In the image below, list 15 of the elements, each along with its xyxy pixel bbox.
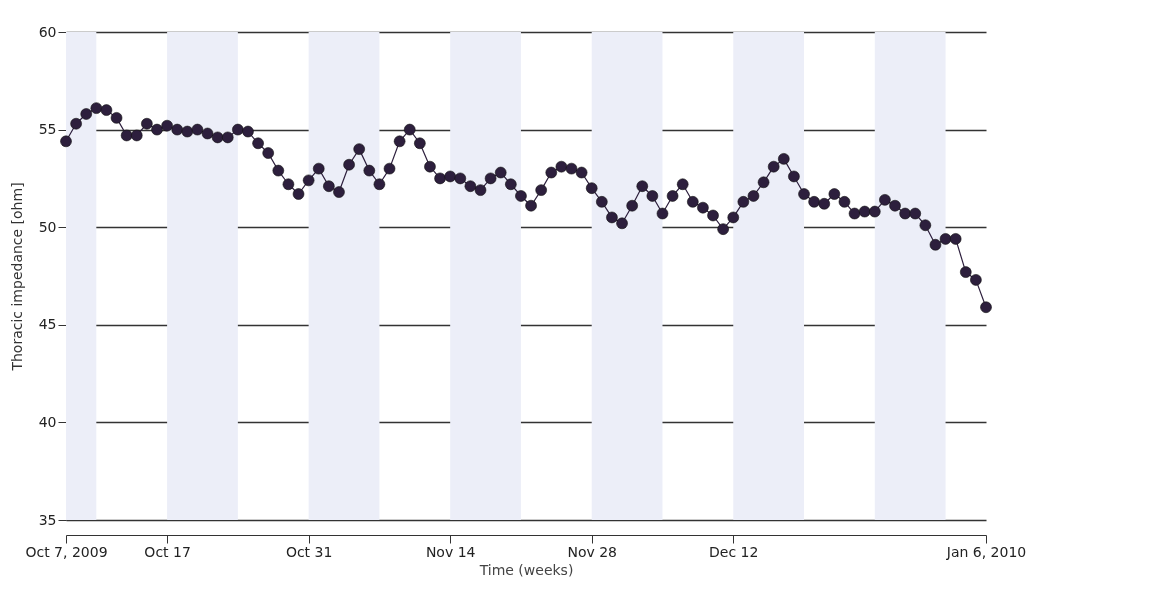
x-tick-label: Nov 28 bbox=[567, 543, 618, 560]
x-tick-label: Oct 31 bbox=[285, 543, 333, 560]
x-tick-label: Oct 17 bbox=[144, 543, 191, 560]
x-axis-title: Time (weeks) bbox=[478, 561, 574, 578]
y-tick-label: 60 bbox=[38, 23, 57, 40]
y-tick-label: 35 bbox=[38, 511, 57, 528]
x-tick-label: Oct 7, 2009 bbox=[25, 543, 108, 560]
y-axis-title: Thoracic impedance [ohm] bbox=[8, 182, 25, 372]
y-tick-label: 50 bbox=[38, 218, 57, 235]
y-tick-label: 55 bbox=[38, 121, 57, 138]
x-tick-label: Nov 14 bbox=[425, 543, 476, 560]
x-tick-label: Jan 6, 2010 bbox=[945, 543, 1027, 560]
y-tick-label: 45 bbox=[38, 316, 57, 333]
x-tick-label: Dec 12 bbox=[709, 543, 759, 560]
y-tick-label: 40 bbox=[38, 413, 57, 430]
